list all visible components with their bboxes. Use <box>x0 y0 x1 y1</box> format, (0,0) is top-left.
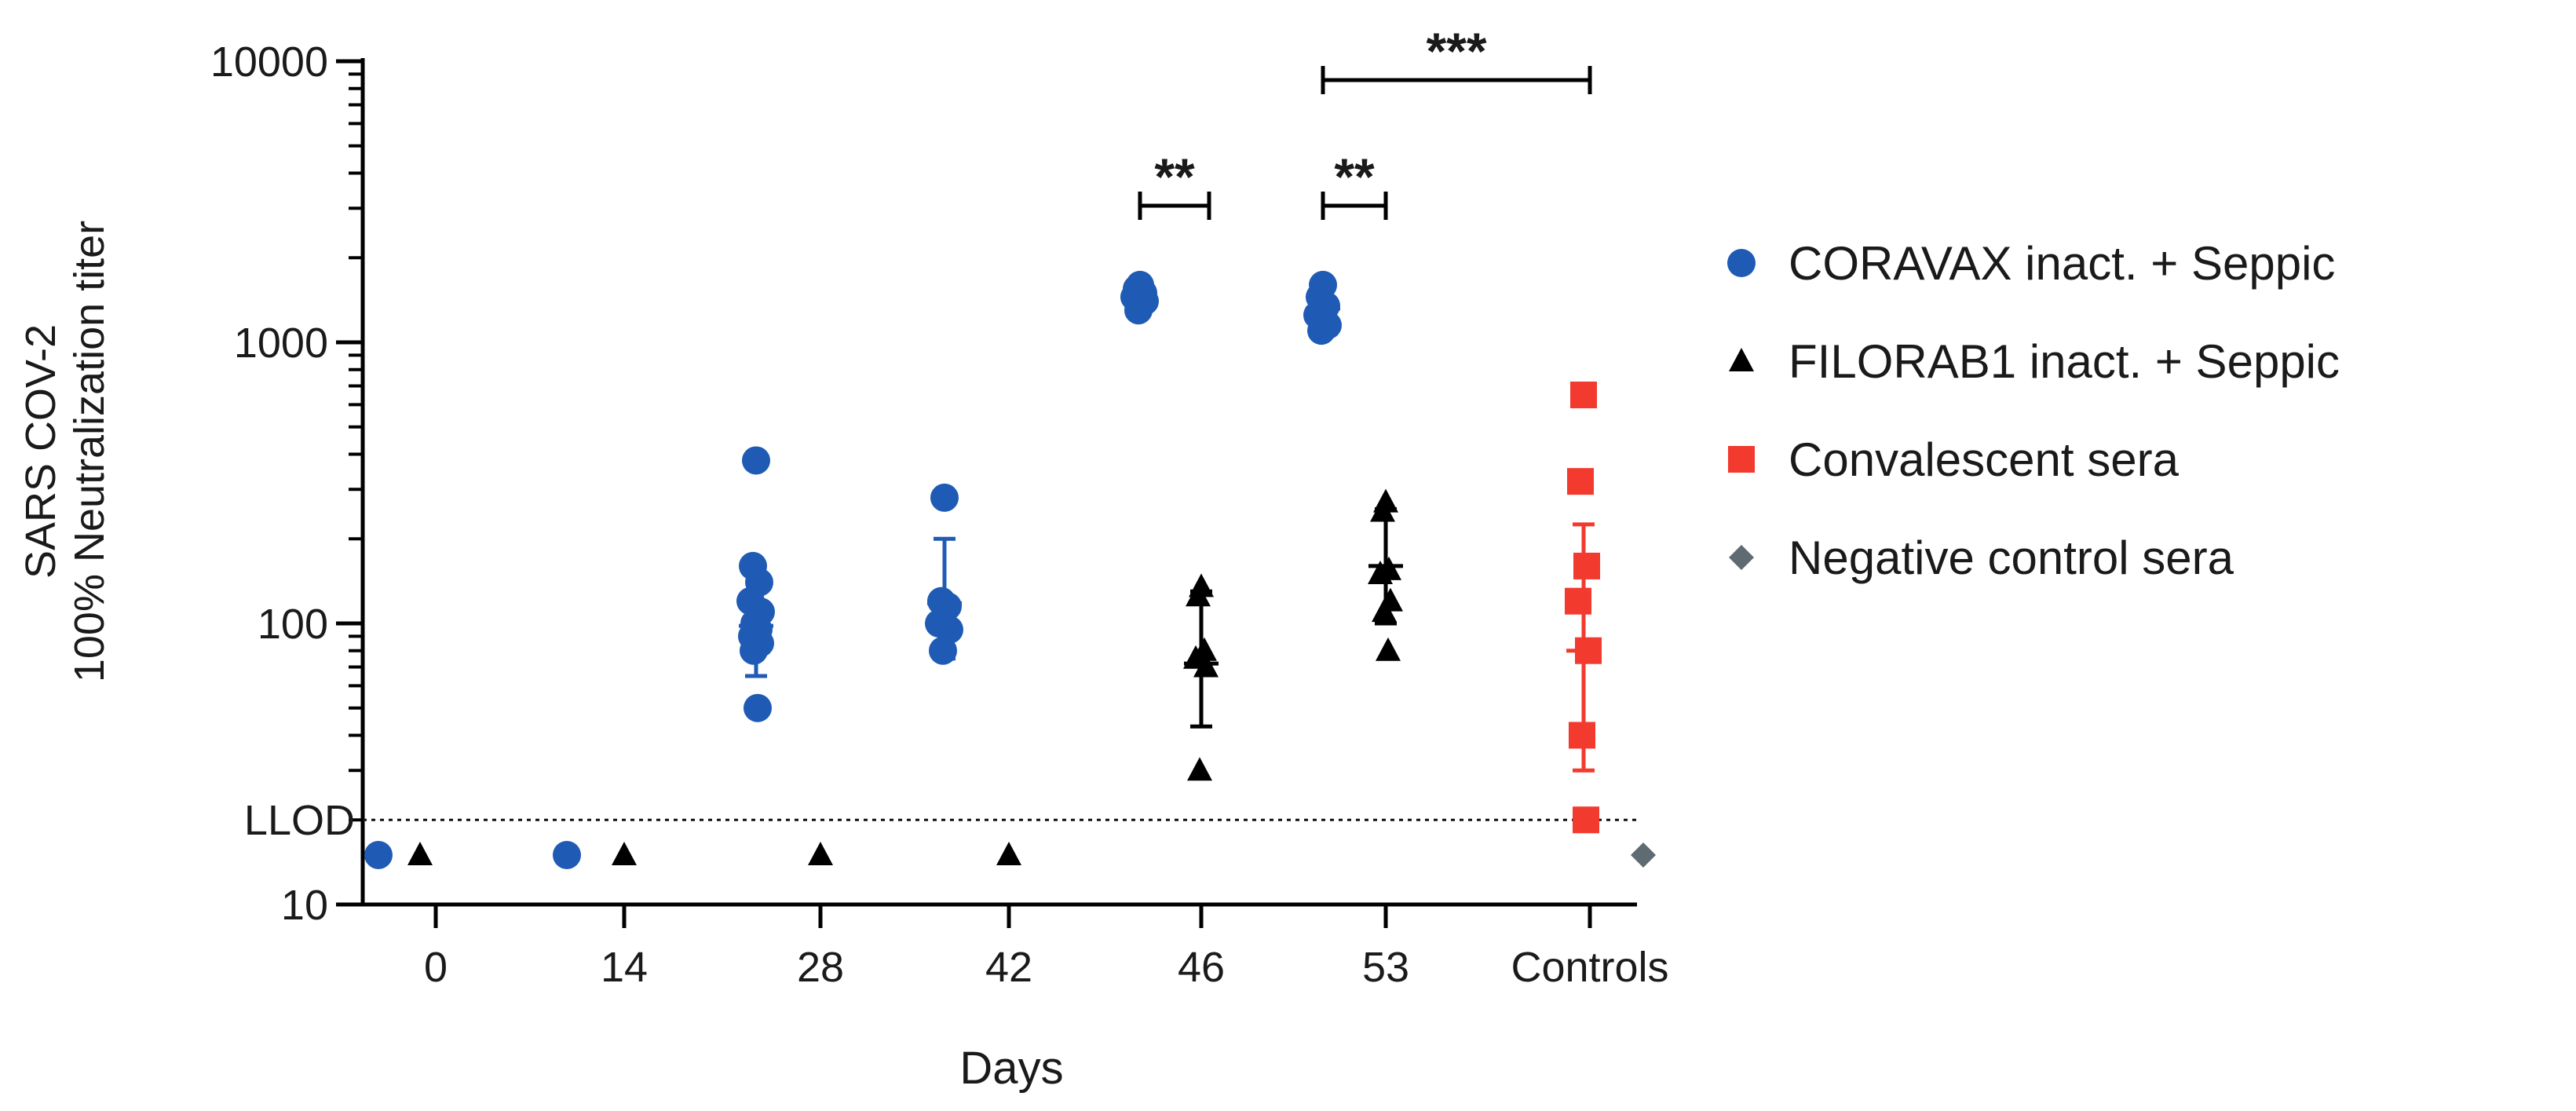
y-axis-title-line-2: 100% Neutralization titer <box>66 221 113 682</box>
legend-marker <box>1727 249 1756 277</box>
error-bars <box>739 281 1601 773</box>
y-axis-title: SARS COV-2 100% Neutralization titer <box>17 221 113 682</box>
data-point <box>1372 598 1397 623</box>
data-point <box>1186 583 1211 607</box>
data-point <box>744 693 772 722</box>
data-point <box>1569 722 1595 749</box>
y-tick-label: 10 <box>281 882 328 929</box>
llod-label: LLOD <box>244 797 355 844</box>
data-point <box>742 446 770 475</box>
y-tick-label: 10000 <box>210 38 328 86</box>
data-point <box>1631 842 1656 868</box>
legend-label: Convalescent sera <box>1789 433 2180 486</box>
legend-label: Negative control sera <box>1789 532 2234 584</box>
data-point <box>1370 498 1395 522</box>
data-point <box>1376 637 1401 661</box>
legend-label: CORAVAX inact. + Seppic <box>1789 237 2335 290</box>
legend-label: FILORAB1 inact. + Seppic <box>1789 335 2340 388</box>
significance-brackets: ** ***** <box>1138 22 1592 220</box>
x-tick-label: 53 <box>1362 944 1409 991</box>
y-tick-label: 100 <box>258 601 328 648</box>
legend-marker <box>1729 545 1754 570</box>
data-point <box>1368 560 1393 584</box>
data-points <box>364 270 1656 869</box>
data-point <box>1573 552 1600 579</box>
data-point <box>1193 653 1219 678</box>
data-point <box>808 841 833 865</box>
legend: CORAVAX inact. + Seppic FILORAB1 inact. +… <box>1727 237 2340 584</box>
data-point <box>407 841 433 865</box>
legend-marker <box>1728 446 1755 473</box>
data-point <box>930 483 959 512</box>
data-point <box>740 636 768 665</box>
data-point <box>1575 637 1602 664</box>
data-point <box>1187 757 1212 781</box>
x-tick-label: Controls <box>1511 944 1668 991</box>
data-point <box>1565 587 1591 615</box>
y-tick-label: 1000 <box>234 320 328 367</box>
x-axis-ticks: 0 14 28 42 46 53 Controls Days <box>424 905 1669 1094</box>
llod-line: LLOD <box>244 797 1637 844</box>
y-axis-title-line-1: SARS COV-2 <box>17 324 64 579</box>
y-axis-ticks: 10 100 1000 10000 <box>210 38 363 929</box>
data-point <box>929 636 957 665</box>
data-point <box>1570 381 1597 408</box>
x-tick-label: 42 <box>985 944 1032 991</box>
sig-46-label: ** <box>1154 148 1195 206</box>
sig-53-controls-label: *** <box>1426 22 1486 80</box>
data-point <box>364 840 393 869</box>
data-point <box>996 841 1021 865</box>
data-point <box>1124 296 1153 325</box>
legend-marker <box>1729 348 1754 371</box>
sig-53-label: ** <box>1334 148 1375 206</box>
data-point <box>553 840 581 869</box>
axes <box>360 58 1637 907</box>
x-tick-label: 0 <box>424 944 448 991</box>
data-point <box>1573 806 1599 834</box>
data-point <box>1307 316 1336 345</box>
x-tick-label: 14 <box>601 944 648 991</box>
x-axis-title: Days <box>959 1043 1063 1094</box>
x-tick-label: 28 <box>797 944 844 991</box>
data-point <box>1567 468 1594 495</box>
x-tick-label: 46 <box>1178 944 1225 991</box>
data-point <box>612 841 637 865</box>
